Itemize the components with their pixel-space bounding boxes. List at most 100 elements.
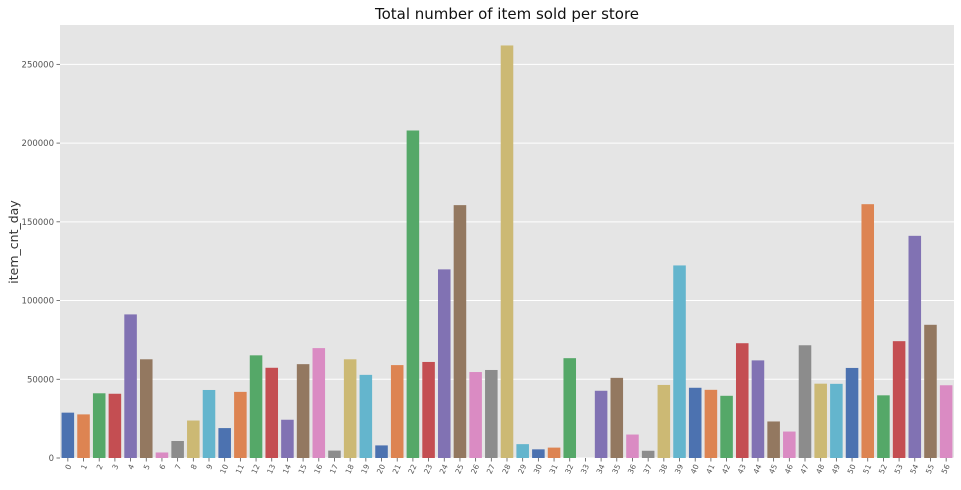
x-tick-label: 54 xyxy=(908,463,920,476)
x-tick-label: 50 xyxy=(845,463,857,476)
x-tick-label: 29 xyxy=(516,463,528,476)
x-tick-label: 46 xyxy=(783,463,795,476)
x-tick-label: 31 xyxy=(547,463,559,476)
bar-store-20 xyxy=(375,445,388,458)
bar-store-34 xyxy=(594,390,608,458)
bar-store-42 xyxy=(720,395,733,458)
x-tick-label: 55 xyxy=(924,463,936,476)
bar-store-27 xyxy=(485,369,498,458)
x-tick-label: 41 xyxy=(704,463,716,476)
bar-store-0 xyxy=(61,412,75,458)
bar-store-23 xyxy=(422,361,435,458)
x-tick-label: 51 xyxy=(861,463,873,476)
bar-store-31 xyxy=(547,447,561,458)
y-axis-label: item_cnt_day xyxy=(6,200,21,284)
bar-store-50 xyxy=(845,367,859,458)
bar-store-32 xyxy=(563,358,577,458)
bar-store-46 xyxy=(783,431,796,458)
bar-store-17 xyxy=(328,450,341,458)
bar-store-5 xyxy=(139,359,153,458)
x-tick-label: 27 xyxy=(485,463,497,476)
x-tick-label: 10 xyxy=(218,463,230,476)
x-axis-ticks: 0 1 2 3 4 5 6 7 8 9 10 11 12 13 14 15 16 17 18 19 20 21 22 23 24… xyxy=(63,458,952,475)
x-tick-label: 36 xyxy=(626,463,638,476)
bar-store-4 xyxy=(124,314,137,458)
bar-store-44 xyxy=(751,360,765,458)
bar-store-49 xyxy=(830,383,843,458)
y-tick-label: 150000 xyxy=(22,218,54,228)
x-tick-label: 3 xyxy=(110,463,120,471)
x-tick-label: 22 xyxy=(406,463,418,476)
bar-store-29 xyxy=(516,444,529,458)
bar-store-30 xyxy=(532,449,545,458)
bar-store-53 xyxy=(892,341,906,458)
x-tick-label: 13 xyxy=(265,463,277,476)
bar-store-41 xyxy=(704,389,718,458)
x-tick-label: 56 xyxy=(940,463,952,476)
x-tick-label: 2 xyxy=(95,463,105,471)
x-tick-label: 38 xyxy=(657,463,669,476)
x-tick-label: 52 xyxy=(877,463,889,476)
bar-store-18 xyxy=(343,359,357,458)
bar-store-11 xyxy=(234,391,247,458)
x-tick-label: 5 xyxy=(142,463,152,471)
bar-store-39 xyxy=(673,265,686,458)
x-tick-label: 45 xyxy=(767,463,779,476)
bar-store-16 xyxy=(312,348,326,458)
bar-store-56 xyxy=(939,385,953,458)
bar-store-6 xyxy=(155,452,169,458)
bar-store-10 xyxy=(218,428,231,458)
bar-store-26 xyxy=(469,372,482,458)
bar-store-15 xyxy=(296,364,310,458)
x-tick-label: 0 xyxy=(63,463,73,471)
bar-store-48 xyxy=(814,383,827,458)
x-tick-label: 19 xyxy=(359,463,371,476)
x-tick-label: 30 xyxy=(532,463,544,476)
bar-store-45 xyxy=(767,421,780,458)
x-tick-label: 20 xyxy=(375,463,387,476)
x-tick-label: 24 xyxy=(438,463,450,476)
bar-store-7 xyxy=(171,440,184,458)
x-tick-label: 23 xyxy=(422,463,434,476)
y-axis-ticks: 0 50000 100000 150000 200000 250000 xyxy=(22,60,60,464)
x-tick-label: 34 xyxy=(595,463,607,476)
bar-store-21 xyxy=(390,365,404,458)
x-tick-label: 17 xyxy=(328,463,340,476)
x-tick-label: 21 xyxy=(391,463,403,476)
x-tick-label: 26 xyxy=(469,463,481,476)
x-tick-label: 7 xyxy=(173,463,183,471)
y-tick-label: 50000 xyxy=(27,375,54,385)
bar-store-1 xyxy=(77,414,90,458)
x-tick-label: 12 xyxy=(249,463,261,476)
bar-store-22 xyxy=(406,130,420,458)
bar-store-25 xyxy=(453,205,467,458)
y-tick-label: 200000 xyxy=(22,139,54,149)
x-tick-label: 44 xyxy=(751,463,763,476)
x-tick-label: 9 xyxy=(204,463,214,471)
x-tick-label: 11 xyxy=(234,463,246,476)
x-tick-label: 39 xyxy=(673,463,685,476)
bar-store-24 xyxy=(437,269,451,458)
x-tick-label: 18 xyxy=(344,463,356,476)
x-tick-label: 49 xyxy=(830,463,842,476)
x-tick-label: 32 xyxy=(563,463,575,476)
x-tick-label: 25 xyxy=(453,463,465,476)
x-tick-label: 8 xyxy=(189,463,199,471)
x-tick-label: 15 xyxy=(297,463,309,476)
x-tick-label: 4 xyxy=(126,463,136,471)
bar-store-12 xyxy=(249,355,263,458)
bar-store-36 xyxy=(626,434,639,458)
x-tick-label: 47 xyxy=(798,463,810,476)
bar-store-47 xyxy=(798,345,812,458)
bar-store-54 xyxy=(908,235,922,458)
bar-store-38 xyxy=(657,384,671,458)
bar-store-37 xyxy=(641,450,655,458)
x-tick-label: 28 xyxy=(500,463,512,476)
bar-store-40 xyxy=(688,387,702,458)
y-tick-label: 100000 xyxy=(22,297,54,307)
x-tick-label: 33 xyxy=(579,463,591,476)
x-tick-label: 6 xyxy=(157,463,167,471)
bar-store-19 xyxy=(359,374,373,458)
